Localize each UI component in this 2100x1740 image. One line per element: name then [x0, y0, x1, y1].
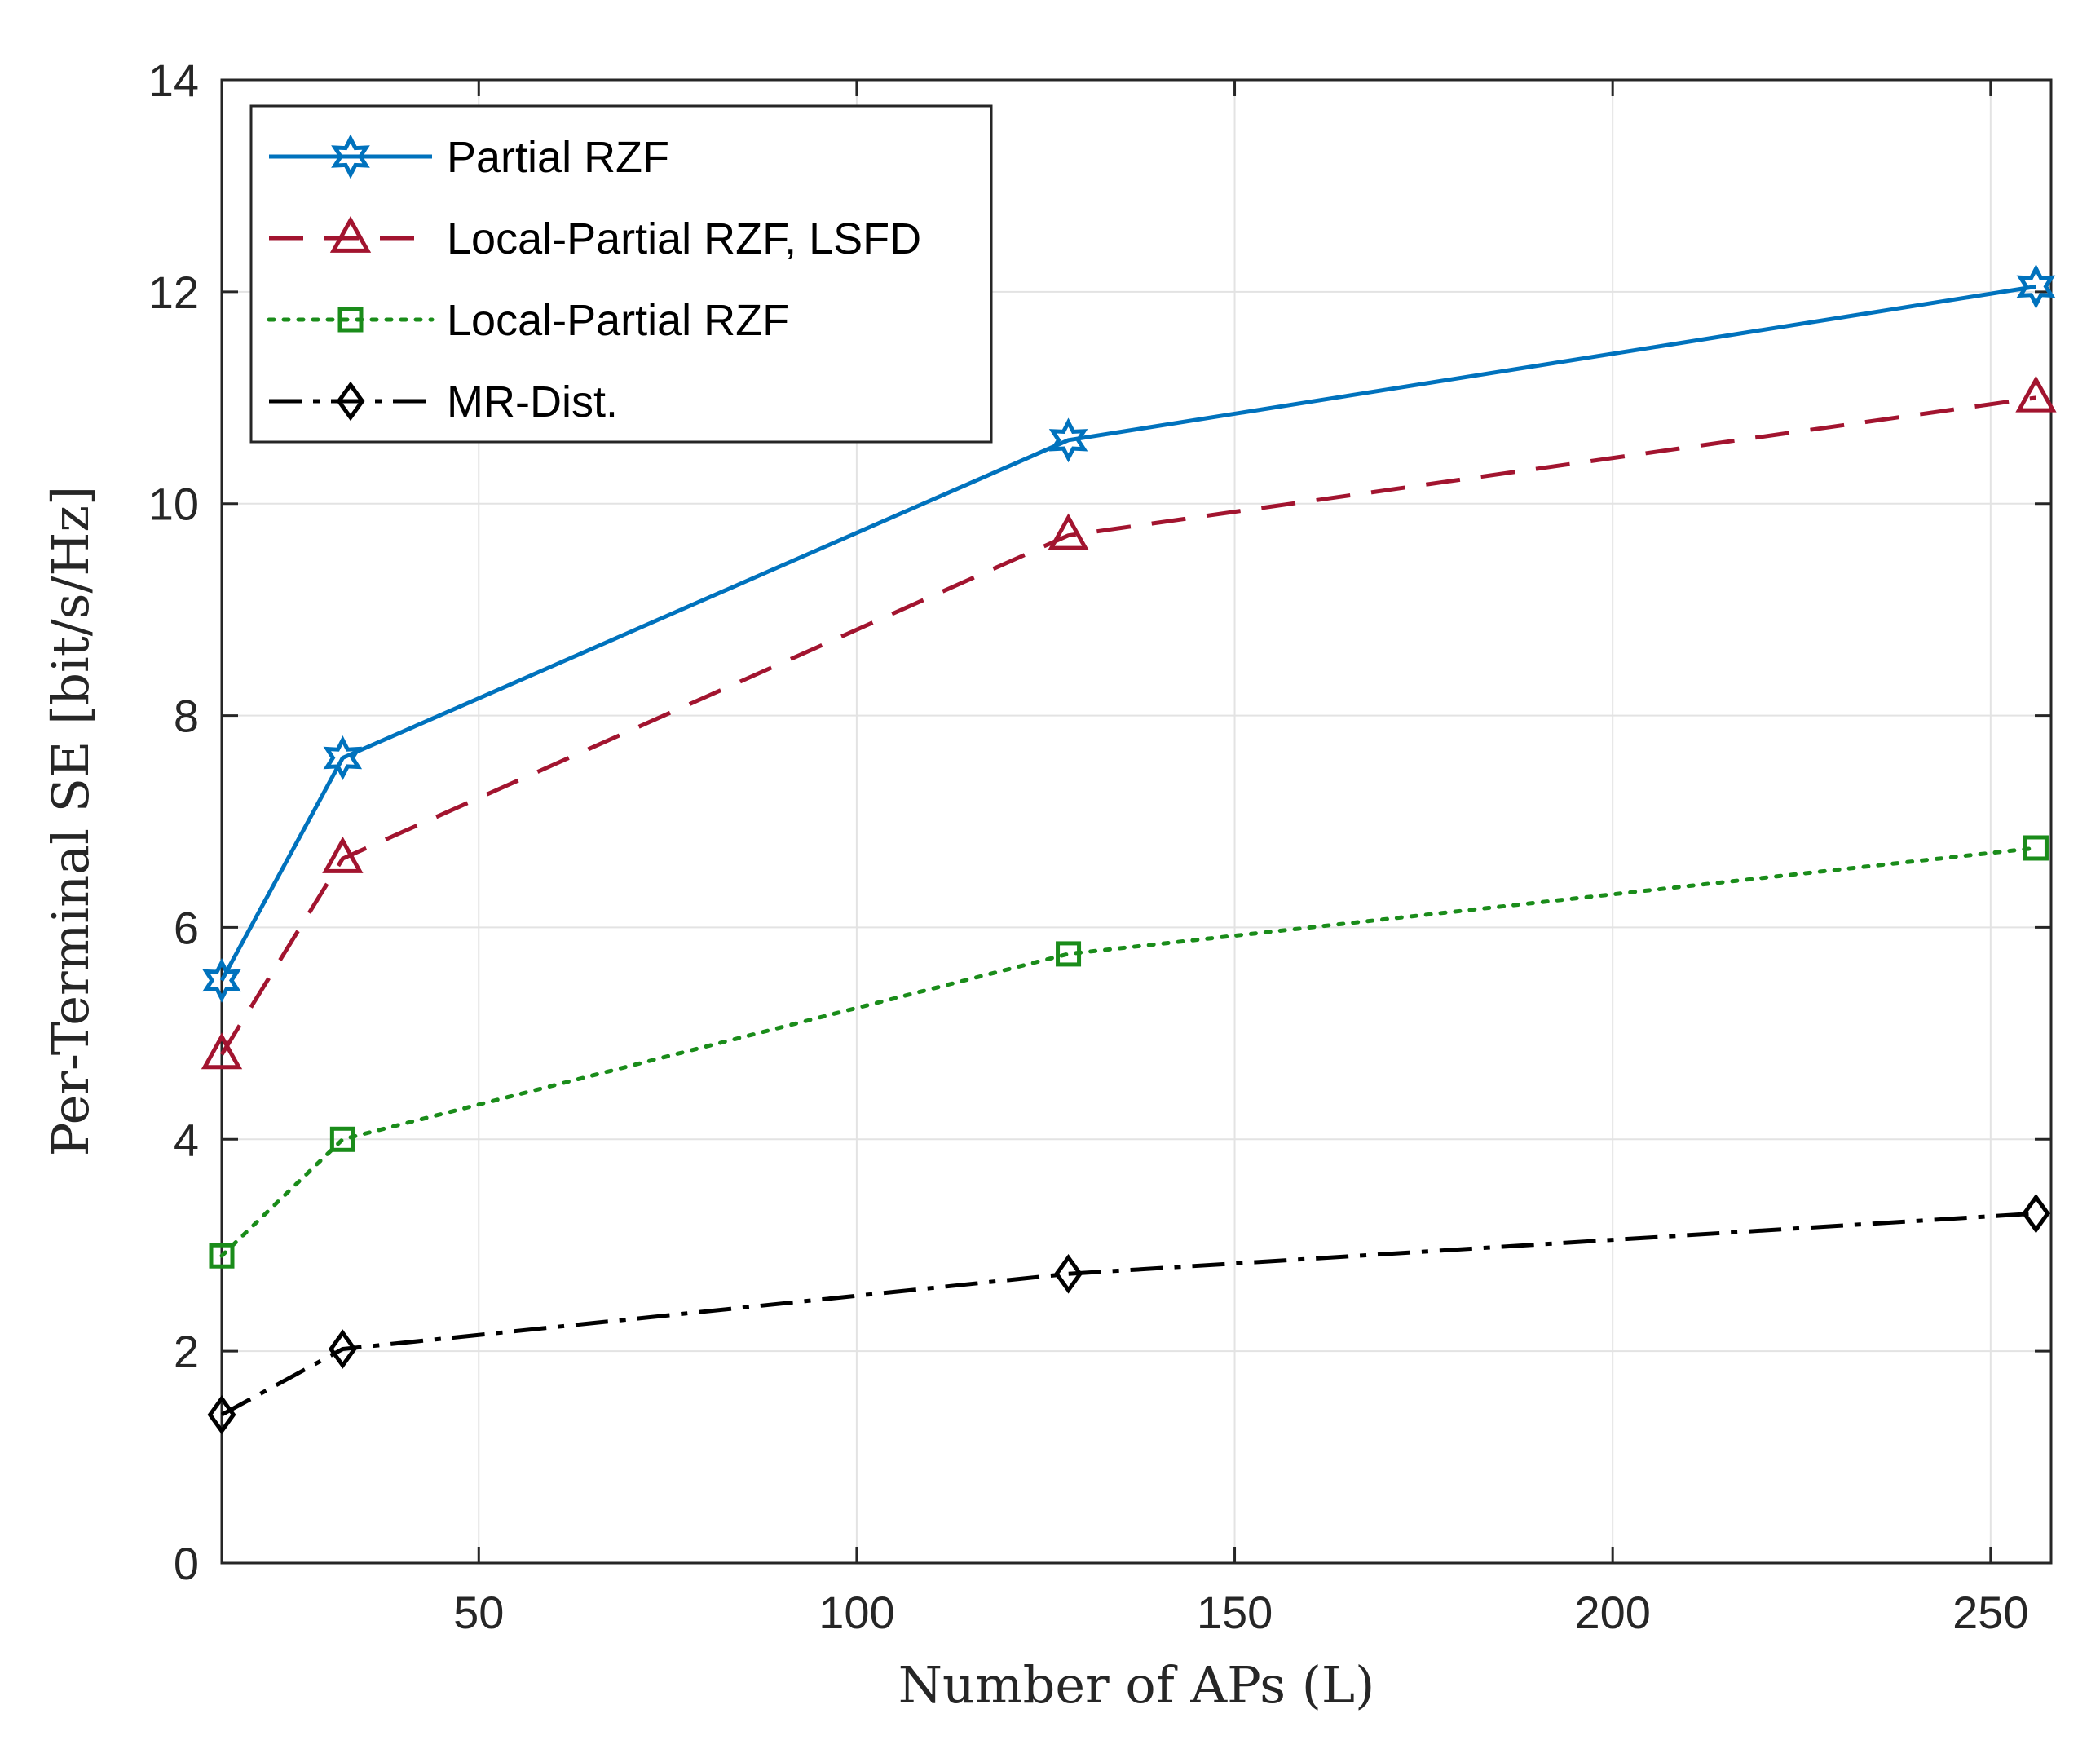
data-point-partial-rzf: [323, 735, 363, 780]
legend-entry-local-partial-rzf: Local-Partial RZF: [267, 296, 789, 345]
x-tick-label: 150: [1197, 1587, 1273, 1638]
y-tick-label: 0: [174, 1538, 199, 1589]
x-tick-label: 200: [1574, 1587, 1650, 1638]
x-tick-label: 250: [1952, 1587, 2028, 1638]
data-point-local-partial-rzf: [329, 1126, 355, 1152]
data-point-local-partial-rzf-lsfd: [322, 836, 364, 873]
legend-swatch-marker: [329, 215, 372, 253]
legend-swatch-marker: [331, 134, 370, 179]
legend-swatch-marker: [338, 307, 364, 333]
grid: [222, 79, 2051, 1564]
legend: Partial RZF Local-Partial RZF, LSFD Local-…: [249, 104, 993, 444]
data-point-local-partial-rzf: [2023, 835, 2049, 861]
legend-entry-local-partial-rzf-lsfd: Local-Partial RZF, LSFD: [269, 214, 921, 263]
legend-swatch-marker: [336, 381, 365, 422]
data-point-mr-dist: [2021, 1193, 2050, 1234]
legend-label: MR-Dist.: [447, 378, 618, 426]
y-tick-label: 6: [174, 902, 199, 953]
legend-entry-mr-dist: MR-Dist.: [269, 378, 618, 426]
legend-entry-partial-rzf: Partial RZF: [269, 133, 669, 182]
data-point-mr-dist: [1054, 1254, 1083, 1294]
x-tick-label: 100: [818, 1587, 894, 1638]
data-series: [201, 263, 2057, 1435]
data-point-partial-rzf: [2016, 263, 2056, 309]
y-tick-label: 4: [174, 1114, 199, 1165]
data-point-local-partial-rzf-lsfd: [201, 1032, 243, 1070]
data-point-local-partial-rzf: [1056, 941, 1082, 967]
y-tick-label: 2: [174, 1326, 199, 1377]
axis-ticks: 50 100 150 200 250 0 2 4 6 8 10 12 14: [148, 55, 2051, 1638]
series-mr-dist: [207, 1193, 2050, 1435]
y-axis-title: Per-Terminal SE [bit/s/Hz]: [41, 486, 100, 1157]
y-tick-label: 12: [148, 267, 199, 318]
y-tick-label: 14: [148, 55, 199, 106]
legend-box: [249, 104, 993, 444]
data-point-local-partial-rzf: [209, 1243, 235, 1269]
y-tick-label: 8: [174, 691, 199, 742]
legend-label: Local-Partial RZF, LSFD: [447, 214, 921, 263]
y-tick-label: 10: [148, 479, 199, 530]
series-line-partial-rzf: [219, 284, 2036, 982]
data-point-partial-rzf: [1048, 417, 1088, 463]
series-partial-rzf: [202, 263, 2056, 1003]
data-point-mr-dist: [328, 1329, 357, 1369]
data-point-mr-dist: [207, 1394, 236, 1435]
series-local-partial-rzf: [209, 835, 2049, 1269]
series-local-partial-rzf-lsfd: [201, 375, 2057, 1070]
series-line-mr-dist: [220, 1211, 2036, 1417]
series-line-local-partial-rzf-lsfd: [219, 395, 2036, 1056]
series-line-local-partial-rzf: [219, 846, 2038, 1258]
data-point-local-partial-rzf-lsfd: [2015, 375, 2057, 413]
x-tick-label: 50: [453, 1587, 504, 1638]
x-axis-title: Number of APs (L): [898, 1655, 1375, 1715]
data-point-partial-rzf: [202, 957, 241, 1003]
legend-label: Local-Partial RZF: [447, 296, 789, 345]
legend-label: Partial RZF: [447, 133, 669, 182]
data-point-local-partial-rzf-lsfd: [1048, 513, 1089, 550]
plot-area-frame: [220, 78, 2053, 1565]
